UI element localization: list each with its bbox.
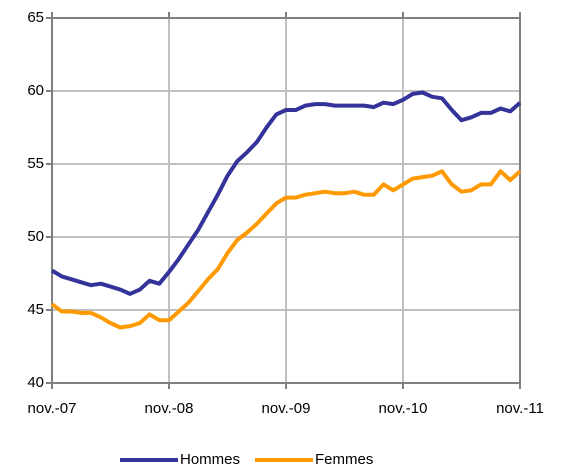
y-tick-label: 40 xyxy=(27,374,44,391)
y-tick-label: 55 xyxy=(27,155,44,172)
x-tick-label: nov.-11 xyxy=(496,400,544,417)
plot-frame xyxy=(51,17,521,384)
x-tick-label: nov.-07 xyxy=(28,400,77,417)
line-series xyxy=(50,169,522,330)
legend-label: Hommes xyxy=(180,451,240,468)
legend-label: Femmes xyxy=(315,451,373,468)
y-tick-label: 45 xyxy=(27,301,44,318)
x-tick-label: nov.-09 xyxy=(262,400,311,417)
y-tick-label: 65 xyxy=(27,9,44,26)
x-tick-label: nov.-08 xyxy=(145,400,194,417)
y-tick-label: 60 xyxy=(27,82,44,99)
y-tick-label: 50 xyxy=(27,228,44,245)
x-tick-label: nov.-10 xyxy=(379,400,428,417)
line-series xyxy=(50,90,522,296)
